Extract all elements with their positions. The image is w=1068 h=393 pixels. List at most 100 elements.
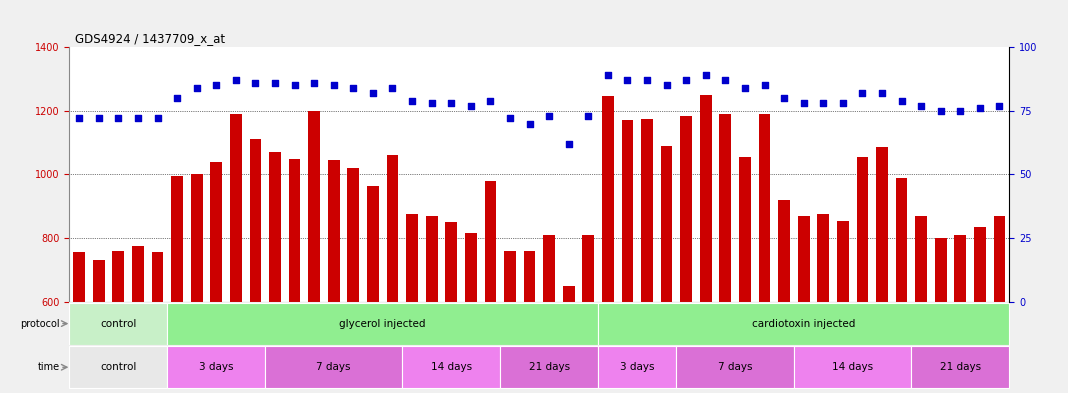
Point (247, 80, 264, 86)
Bar (367, 185, 379, 302)
Point (599, 72, 616, 78)
Bar (523, 251, 535, 302)
Point (972, 105, 989, 111)
Bar (230, 114, 241, 302)
Point (345, 85, 362, 91)
Text: 14 days: 14 days (430, 362, 472, 372)
Point (854, 90, 871, 96)
Point (110, 115, 127, 121)
Point (364, 90, 381, 96)
Point (697, 72, 714, 78)
Bar (598, 346, 676, 388)
Bar (622, 120, 633, 302)
Bar (387, 155, 398, 302)
Bar (837, 220, 849, 302)
Point (148, 115, 167, 121)
Bar (74, 252, 85, 302)
Bar (426, 216, 438, 302)
Bar (602, 97, 614, 302)
Bar (817, 214, 829, 302)
Bar (93, 261, 105, 302)
Point (286, 82, 303, 88)
Point (619, 77, 637, 83)
Point (639, 77, 656, 83)
Point (815, 100, 832, 107)
Point (169, 95, 186, 101)
Point (325, 82, 342, 88)
Point (267, 80, 284, 86)
Bar (876, 147, 888, 302)
Point (795, 100, 812, 107)
Point (482, 97, 499, 104)
Bar (69, 303, 168, 345)
Point (775, 95, 792, 101)
Bar (265, 346, 403, 388)
Point (207, 82, 225, 88)
Bar (857, 157, 868, 302)
Bar (582, 235, 594, 302)
Point (874, 90, 891, 96)
Bar (485, 181, 497, 302)
Bar (700, 95, 711, 302)
Point (737, 85, 754, 91)
Point (658, 82, 675, 88)
Point (462, 103, 480, 109)
Point (305, 80, 323, 86)
Text: protocol: protocol (20, 319, 60, 329)
Point (227, 77, 245, 83)
Point (188, 85, 205, 91)
Bar (69, 346, 168, 388)
Bar (993, 216, 1005, 302)
Point (932, 108, 949, 114)
Bar (191, 174, 203, 302)
Bar (676, 346, 794, 388)
Bar (328, 160, 340, 302)
Point (893, 97, 910, 104)
Bar (168, 346, 265, 388)
Bar (269, 152, 281, 302)
Point (443, 100, 460, 107)
Bar (779, 200, 790, 302)
Point (91, 115, 107, 121)
Point (540, 113, 557, 119)
Point (834, 100, 851, 107)
Bar (955, 235, 967, 302)
Text: 3 days: 3 days (621, 362, 655, 372)
Bar (445, 222, 457, 302)
Point (991, 103, 1008, 109)
Text: glycerol injected: glycerol injected (340, 319, 426, 329)
Bar (896, 178, 908, 302)
Bar (406, 214, 418, 302)
Text: cardiotoxin injected: cardiotoxin injected (752, 319, 855, 329)
Bar (309, 111, 320, 302)
Bar (132, 246, 144, 302)
Text: 3 days: 3 days (199, 362, 234, 372)
Bar (563, 286, 575, 302)
Bar (210, 162, 222, 302)
Point (952, 108, 969, 114)
Text: control: control (100, 319, 137, 329)
Bar (911, 346, 1009, 388)
Text: 14 days: 14 days (832, 362, 874, 372)
Bar (974, 227, 986, 302)
Bar (168, 303, 598, 345)
Point (677, 77, 694, 83)
Point (912, 103, 929, 109)
Bar (915, 216, 927, 302)
Bar (661, 146, 673, 302)
Bar (720, 114, 732, 302)
Bar (250, 140, 262, 302)
Bar (794, 346, 911, 388)
Text: 21 days: 21 days (529, 362, 569, 372)
Point (70, 115, 88, 121)
Point (129, 115, 146, 121)
Bar (544, 235, 555, 302)
Bar (152, 252, 163, 302)
Bar (171, 176, 183, 302)
Text: 21 days: 21 days (940, 362, 980, 372)
Bar (500, 346, 598, 388)
Text: control: control (100, 362, 137, 372)
Point (423, 100, 440, 107)
Text: time: time (37, 362, 60, 372)
Bar (680, 116, 692, 302)
